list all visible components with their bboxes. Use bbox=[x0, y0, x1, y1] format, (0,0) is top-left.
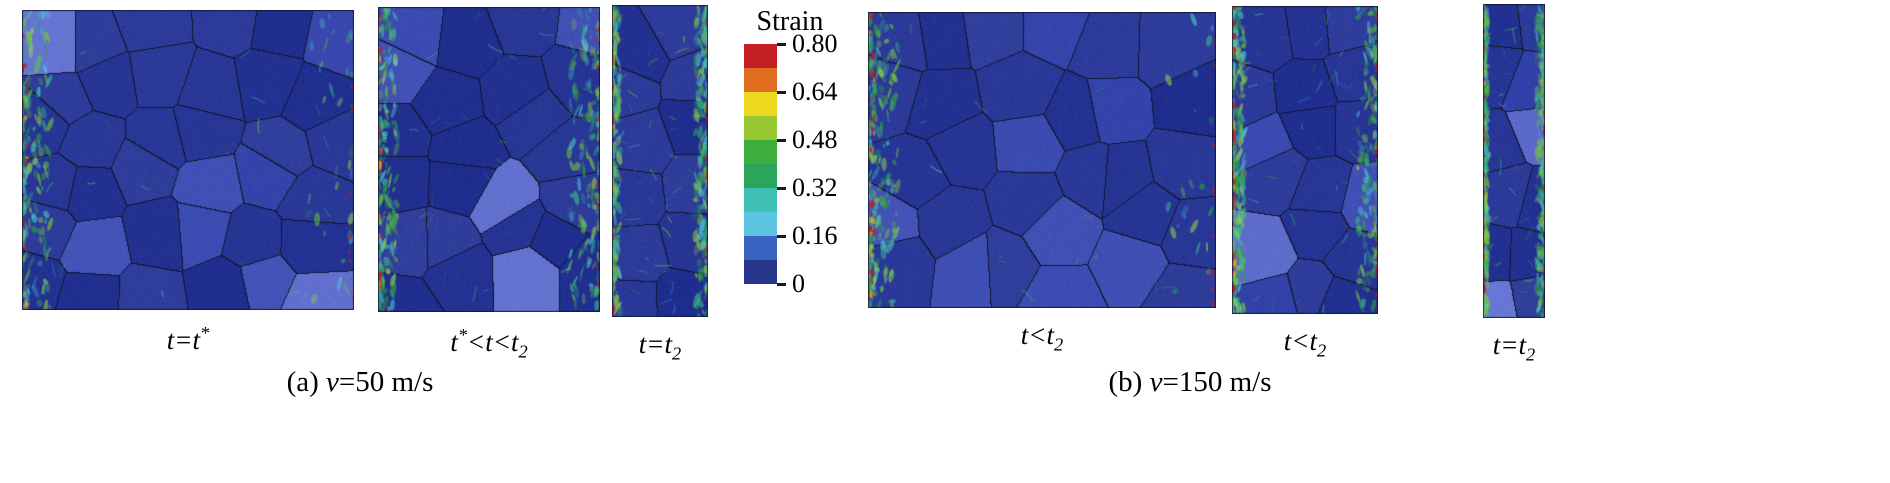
colorbar-tick: 0.64 bbox=[777, 79, 838, 105]
tick-mark bbox=[777, 234, 786, 238]
tick-value: 0.48 bbox=[792, 125, 838, 154]
colorbar-tick: 0.16 bbox=[777, 223, 838, 249]
tick-mark bbox=[777, 282, 786, 286]
caption-b-prefix: (b) bbox=[1108, 366, 1150, 398]
colorbar-title: Strain bbox=[756, 6, 824, 37]
colorbar-tick: 0.80 bbox=[777, 31, 838, 57]
caption-a-rest: =50 m/s bbox=[338, 366, 434, 398]
time-label-b3: t=t2 bbox=[1492, 330, 1536, 365]
specimen-a3: t=t2 bbox=[612, 5, 708, 364]
time-label-a1: t=t* bbox=[166, 323, 210, 355]
tick-mark bbox=[777, 186, 786, 190]
tick-value: 0.32 bbox=[792, 173, 838, 202]
tick-mark bbox=[777, 90, 786, 94]
colorbar: Strain 0.80 0.64 0.48 0.32 0.16 0 bbox=[736, 6, 856, 306]
specimen-b2-strain-map bbox=[1232, 6, 1378, 314]
caption-panel-b: (b) v=150 m/s bbox=[990, 366, 1390, 399]
caption-b-rest: =150 m/s bbox=[1162, 366, 1272, 398]
caption-a-symbol: v bbox=[326, 366, 339, 398]
tick-value: 0 bbox=[792, 269, 805, 298]
time-label-a2: t*<t<t2 bbox=[450, 325, 528, 362]
colorbar-tick: 0.48 bbox=[777, 127, 838, 153]
time-label-b2: t<t2 bbox=[1283, 326, 1327, 361]
specimen-a3-strain-map bbox=[612, 5, 708, 317]
specimen-a1-strain-map bbox=[22, 10, 354, 310]
specimen-b1: t<t2 bbox=[868, 12, 1216, 355]
tick-value: 0.64 bbox=[792, 77, 838, 106]
colorbar-gradient bbox=[744, 44, 777, 284]
specimen-b1-strain-map bbox=[868, 12, 1216, 308]
caption-panel-a: (a) v=50 m/s bbox=[160, 366, 560, 399]
caption-b-symbol: v bbox=[1149, 366, 1163, 398]
colorbar-tick: 0.32 bbox=[777, 175, 838, 201]
specimen-a2-strain-map bbox=[378, 7, 600, 312]
specimen-b3: t=t2 bbox=[1483, 4, 1545, 365]
time-label-b1: t<t2 bbox=[1020, 320, 1064, 355]
tick-value: 0.80 bbox=[792, 29, 838, 58]
time-label-a3: t=t2 bbox=[638, 329, 682, 364]
specimen-a1: t=t* bbox=[22, 10, 354, 356]
caption-a-prefix: (a) bbox=[286, 366, 327, 398]
tick-mark bbox=[777, 42, 786, 46]
specimen-a2: t*<t<t2 bbox=[378, 7, 600, 362]
specimen-b2: t<t2 bbox=[1232, 6, 1378, 361]
tick-mark bbox=[777, 138, 786, 142]
colorbar-tick: 0 bbox=[777, 271, 805, 297]
specimen-b3-strain-map bbox=[1483, 4, 1545, 318]
tick-value: 0.16 bbox=[792, 221, 838, 250]
